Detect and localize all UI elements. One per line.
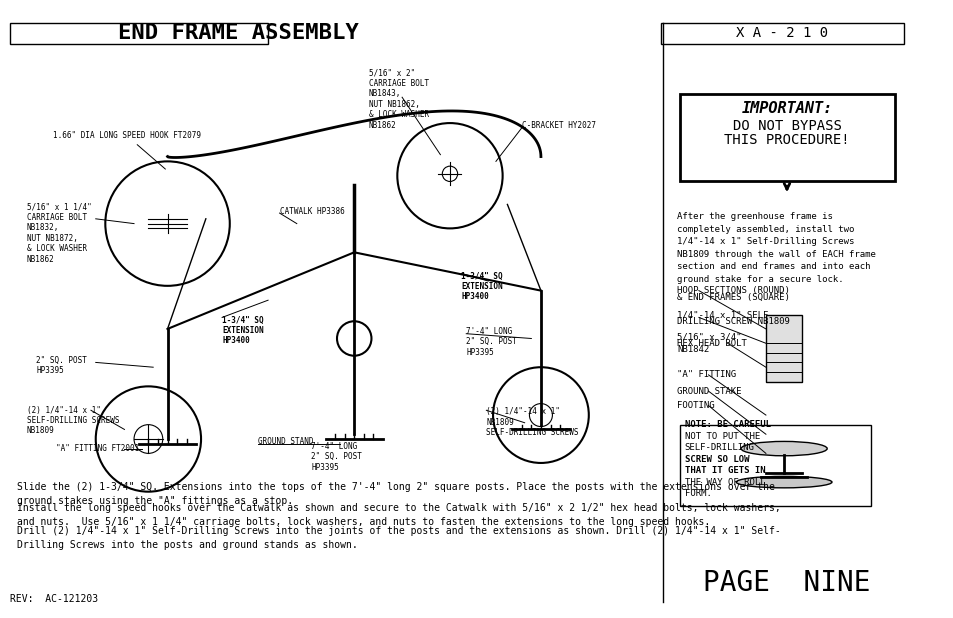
Text: "A" FITTING FT2001: "A" FITTING FT2001 xyxy=(55,444,138,453)
Text: Install the long speed hooks over the Catwalk as shown and secure to the Catwalk: Install the long speed hooks over the Ca… xyxy=(17,503,781,527)
Text: SCREW SO LOW: SCREW SO LOW xyxy=(684,455,748,464)
Text: 2" SQ. POST
HP3395: 2" SQ. POST HP3395 xyxy=(36,356,87,375)
Text: 5/16" x 1 1/4"
CARRIAGE BOLT
NB1832,
NUT NB1872,
& LOCK WASHER
NB1862: 5/16" x 1 1/4" CARRIAGE BOLT NB1832, NUT… xyxy=(27,203,91,263)
Text: GROUND STAND: GROUND STAND xyxy=(258,438,314,446)
Text: REV:  AC-121203: REV: AC-121203 xyxy=(10,594,97,604)
FancyBboxPatch shape xyxy=(659,22,902,44)
Text: DRILLING SCREW NB1809: DRILLING SCREW NB1809 xyxy=(677,317,789,326)
Text: CATWALK HP3386: CATWALK HP3386 xyxy=(279,206,344,216)
Text: NOTE: BE CAREFUL: NOTE: BE CAREFUL xyxy=(684,420,770,429)
Text: DO NOT BYPASS: DO NOT BYPASS xyxy=(732,119,841,133)
Text: X A - 2 1 0: X A - 2 1 0 xyxy=(736,26,827,40)
FancyBboxPatch shape xyxy=(765,315,801,381)
Text: 1.66" DIA LONG SPEED HOOK FT2079: 1.66" DIA LONG SPEED HOOK FT2079 xyxy=(52,131,200,169)
FancyBboxPatch shape xyxy=(679,425,870,506)
FancyBboxPatch shape xyxy=(679,95,894,180)
Text: THIS PROCEDURE!: THIS PROCEDURE! xyxy=(723,133,849,147)
Text: HEX HEAD BOLT: HEX HEAD BOLT xyxy=(677,339,746,348)
Ellipse shape xyxy=(740,441,826,455)
Text: FORM.: FORM. xyxy=(684,489,711,498)
Text: After the greenhouse frame is
completely assembled, install two
1/4"-14 x 1" Sel: After the greenhouse frame is completely… xyxy=(677,212,875,284)
Text: "A" FITTING: "A" FITTING xyxy=(677,370,735,379)
Text: 1-3/4" SQ
EXTENSION
HP3400: 1-3/4" SQ EXTENSION HP3400 xyxy=(461,271,502,301)
Text: 5/16" x 3/4": 5/16" x 3/4" xyxy=(677,332,740,341)
Text: C-BRACKET HY2027: C-BRACKET HY2027 xyxy=(521,122,596,130)
Text: Drill (2) 1/4"-14 x 1" Self-Drilling Screws into the joints of the posts and the: Drill (2) 1/4"-14 x 1" Self-Drilling Scr… xyxy=(17,526,781,550)
Text: Slide the (2) 1-3/4" SQ. Extensions into the tops of the 7'-4" long 2" square po: Slide the (2) 1-3/4" SQ. Extensions into… xyxy=(17,482,774,506)
Text: GROUND STAKE: GROUND STAKE xyxy=(677,387,740,396)
Text: IMPORTANT:: IMPORTANT: xyxy=(740,101,832,116)
Text: 1-3/4" SQ
EXTENSION
HP3400: 1-3/4" SQ EXTENSION HP3400 xyxy=(222,316,263,345)
Text: NOT TO PUT THE: NOT TO PUT THE xyxy=(684,431,759,441)
Text: 5/16" x 2"
CARRIAGE BOLT
NB1843,
NUT NB1862,
& LOCK WASHER
NB1862: 5/16" x 2" CARRIAGE BOLT NB1843, NUT NB1… xyxy=(368,69,428,130)
Text: PAGE  NINE: PAGE NINE xyxy=(702,569,870,596)
Ellipse shape xyxy=(736,476,831,488)
Text: THAT IT GETS IN: THAT IT GETS IN xyxy=(684,466,764,475)
Text: FOOTING: FOOTING xyxy=(677,401,714,410)
FancyBboxPatch shape xyxy=(10,22,268,44)
Text: 7'-4" LONG
2" SQ. POST
HP3395: 7'-4" LONG 2" SQ. POST HP3395 xyxy=(466,327,517,357)
Text: (2) 1/4"-14 x 1"
NB1809
SELF-DRILLING SCREWS: (2) 1/4"-14 x 1" NB1809 SELF-DRILLING SC… xyxy=(486,407,578,437)
Text: (2) 1/4"-14 x 1"
SELF-DRILLING SCREWS
NB1809: (2) 1/4"-14 x 1" SELF-DRILLING SCREWS NB… xyxy=(27,405,119,435)
Text: 1/4"-14 x 1" SELF-: 1/4"-14 x 1" SELF- xyxy=(677,310,773,319)
Text: 7'-4" LONG
2" SQ. POST
HP3395: 7'-4" LONG 2" SQ. POST HP3395 xyxy=(311,442,361,472)
Text: NB1842: NB1842 xyxy=(677,345,708,355)
Text: & END FRAMES (SQUARE): & END FRAMES (SQUARE) xyxy=(677,293,789,302)
Text: HOOP SECTIONS (ROUND): HOOP SECTIONS (ROUND) xyxy=(677,286,789,295)
Text: SELF-DRILLING: SELF-DRILLING xyxy=(684,443,754,452)
Text: END FRAME ASSEMBLY: END FRAME ASSEMBLY xyxy=(117,23,358,43)
Text: THE WAY OF ROLL: THE WAY OF ROLL xyxy=(684,478,764,486)
